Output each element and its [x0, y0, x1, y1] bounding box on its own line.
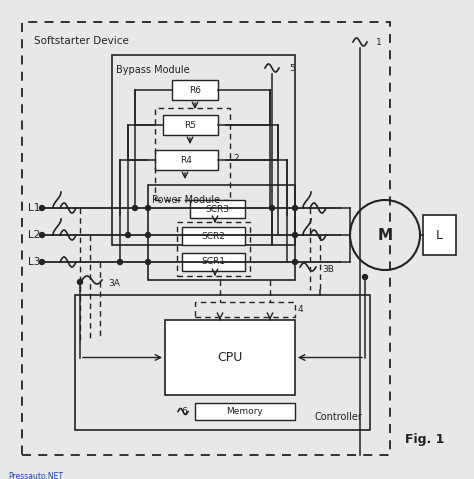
Text: L1: L1	[28, 203, 40, 213]
Text: SCR3: SCR3	[206, 205, 229, 214]
Bar	[195, 403, 295, 420]
Text: Controller: Controller	[314, 412, 362, 422]
Bar	[155, 108, 230, 200]
Bar	[423, 215, 456, 255]
Bar	[148, 185, 295, 280]
Bar	[172, 80, 218, 100]
Bar	[190, 200, 245, 218]
Text: R6: R6	[189, 85, 201, 94]
Bar	[165, 320, 295, 395]
Text: Softstarter Device: Softstarter Device	[34, 36, 129, 46]
Text: 3B: 3B	[322, 265, 334, 274]
Text: R4: R4	[181, 156, 192, 164]
Bar	[182, 253, 245, 271]
Text: 6: 6	[181, 407, 187, 416]
Circle shape	[146, 205, 151, 210]
Text: SCR2: SCR2	[201, 231, 226, 240]
Text: R5: R5	[184, 121, 197, 129]
Circle shape	[78, 280, 82, 285]
Bar	[182, 227, 245, 245]
Text: Memory: Memory	[227, 407, 264, 416]
Circle shape	[292, 232, 298, 238]
Bar	[155, 150, 218, 170]
Circle shape	[146, 232, 151, 238]
Text: Pressauto.NET: Pressauto.NET	[8, 472, 63, 479]
Circle shape	[292, 205, 298, 210]
Text: 5: 5	[289, 64, 295, 72]
Circle shape	[292, 260, 298, 264]
Circle shape	[39, 232, 45, 238]
Text: L: L	[436, 228, 443, 241]
Circle shape	[146, 260, 151, 264]
Text: L3: L3	[28, 257, 40, 267]
Text: 2: 2	[233, 153, 238, 162]
Circle shape	[118, 260, 122, 264]
Text: 4: 4	[298, 305, 304, 314]
Bar	[163, 115, 218, 135]
Text: Power Module: Power Module	[152, 195, 220, 205]
Bar	[177, 222, 250, 276]
Text: M: M	[377, 228, 392, 242]
Circle shape	[39, 205, 45, 210]
Bar	[75, 295, 370, 430]
Bar	[195, 302, 295, 317]
Text: 3A: 3A	[108, 280, 120, 288]
Text: L2: L2	[28, 230, 40, 240]
Text: 1: 1	[376, 37, 382, 46]
Circle shape	[126, 232, 130, 238]
Text: CPU: CPU	[217, 351, 243, 364]
Circle shape	[363, 274, 367, 280]
Text: Fig. 1: Fig. 1	[405, 433, 444, 446]
Text: Bypass Module: Bypass Module	[116, 65, 190, 75]
Bar	[112, 55, 295, 245]
Text: SCR1: SCR1	[201, 258, 226, 266]
Circle shape	[133, 205, 137, 210]
Circle shape	[39, 260, 45, 264]
Bar	[22, 22, 390, 455]
Circle shape	[270, 205, 274, 210]
